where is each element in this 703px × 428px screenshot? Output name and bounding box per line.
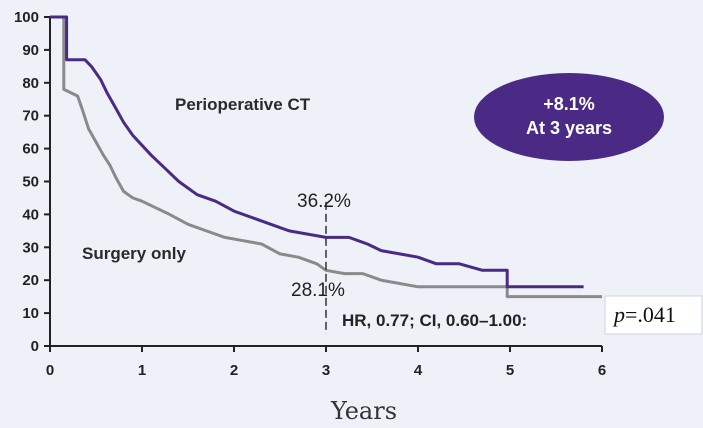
p-value-box-bg	[604, 295, 703, 335]
periop-survival-line	[50, 15, 584, 289]
y-tick-label: 40	[22, 206, 39, 223]
y-tick-label: 10	[22, 305, 39, 322]
bubble-shape	[474, 73, 664, 161]
y-tick-label: 60	[22, 141, 39, 158]
x-tick-label: 1	[138, 362, 146, 379]
y-tick-label: 50	[22, 174, 39, 191]
bubble-line2: At 3 years	[526, 118, 612, 138]
x-ticks: 0 1 2 3 4 5 6	[46, 346, 606, 379]
x-tick-label: 4	[414, 362, 423, 379]
p-symbol: p	[612, 302, 625, 327]
p-value-text: p=.041	[612, 302, 676, 327]
y-tick-label: 90	[22, 42, 39, 59]
y-tick-label: 0	[31, 338, 39, 355]
series-lines	[50, 15, 602, 299]
x-tick-label: 0	[46, 362, 54, 379]
x-axis-title: Years	[330, 397, 397, 425]
difference-bubble: +8.1% At 3 years	[474, 73, 664, 161]
hazard-ratio-label: HR, 0.77; CI, 0.60–1.00:	[342, 311, 527, 330]
x-tick-label: 3	[322, 362, 330, 379]
surgery-survival-line	[50, 15, 602, 299]
periop-series-label: Perioperative CT	[175, 95, 311, 114]
y-ticks: 0 10 20 30 40 50 60 70 80 90 100	[14, 9, 50, 355]
upper-percent-label: 36.2%	[297, 191, 351, 212]
p-value-number: =.041	[625, 302, 676, 327]
lower-percent-label: 28.1%	[291, 280, 345, 301]
y-tick-label: 80	[22, 75, 39, 92]
x-tick-label: 2	[230, 362, 238, 379]
y-tick-label: 70	[22, 108, 39, 125]
y-tick-label: 100	[14, 9, 39, 26]
y-tick-label: 20	[22, 272, 39, 289]
surgery-series-label: Surgery only	[82, 244, 186, 263]
bubble-line1: +8.1%	[543, 94, 595, 114]
y-tick-label: 30	[22, 239, 39, 256]
p-value-box: p=.041	[604, 295, 703, 335]
x-tick-label: 6	[598, 362, 606, 379]
x-tick-label: 5	[506, 362, 514, 379]
